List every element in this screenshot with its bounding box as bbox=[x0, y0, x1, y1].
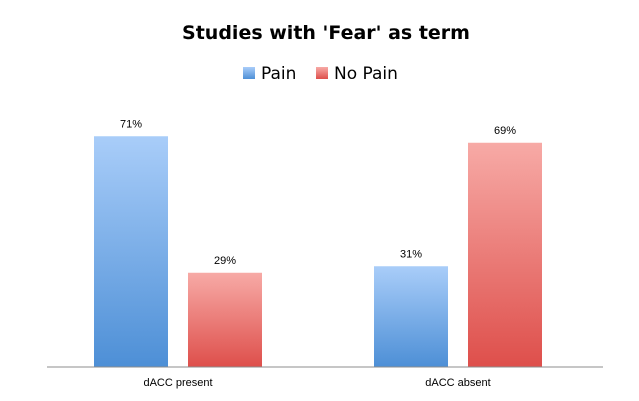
chart-title: Studies with 'Fear' as term bbox=[182, 22, 470, 44]
data-label-no-pain-dacc-present: 29% bbox=[214, 255, 236, 267]
category-label-dacc-present: dACC present bbox=[143, 377, 212, 389]
data-label-pain-dacc-present: 71% bbox=[120, 118, 142, 130]
bar-pain-dacc-absent bbox=[374, 266, 448, 367]
bar-no-pain-dacc-present bbox=[188, 272, 262, 367]
data-label-pain-dacc-absent: 31% bbox=[400, 248, 422, 260]
bars-layer: 71% 29% 31% 69% bbox=[94, 118, 542, 367]
legend: Pain No Pain bbox=[243, 64, 398, 84]
legend-swatch-no-pain bbox=[316, 67, 328, 79]
legend-label-no-pain: No Pain bbox=[334, 64, 398, 84]
category-labels: dACC present dACC absent bbox=[143, 377, 490, 389]
category-label-dacc-absent: dACC absent bbox=[425, 377, 490, 389]
bar-no-pain-dacc-absent bbox=[468, 142, 542, 367]
legend-swatch-pain bbox=[243, 67, 255, 79]
bar-pain-dacc-present bbox=[94, 136, 168, 367]
legend-label-pain: Pain bbox=[261, 64, 296, 84]
data-label-no-pain-dacc-absent: 69% bbox=[494, 125, 516, 137]
